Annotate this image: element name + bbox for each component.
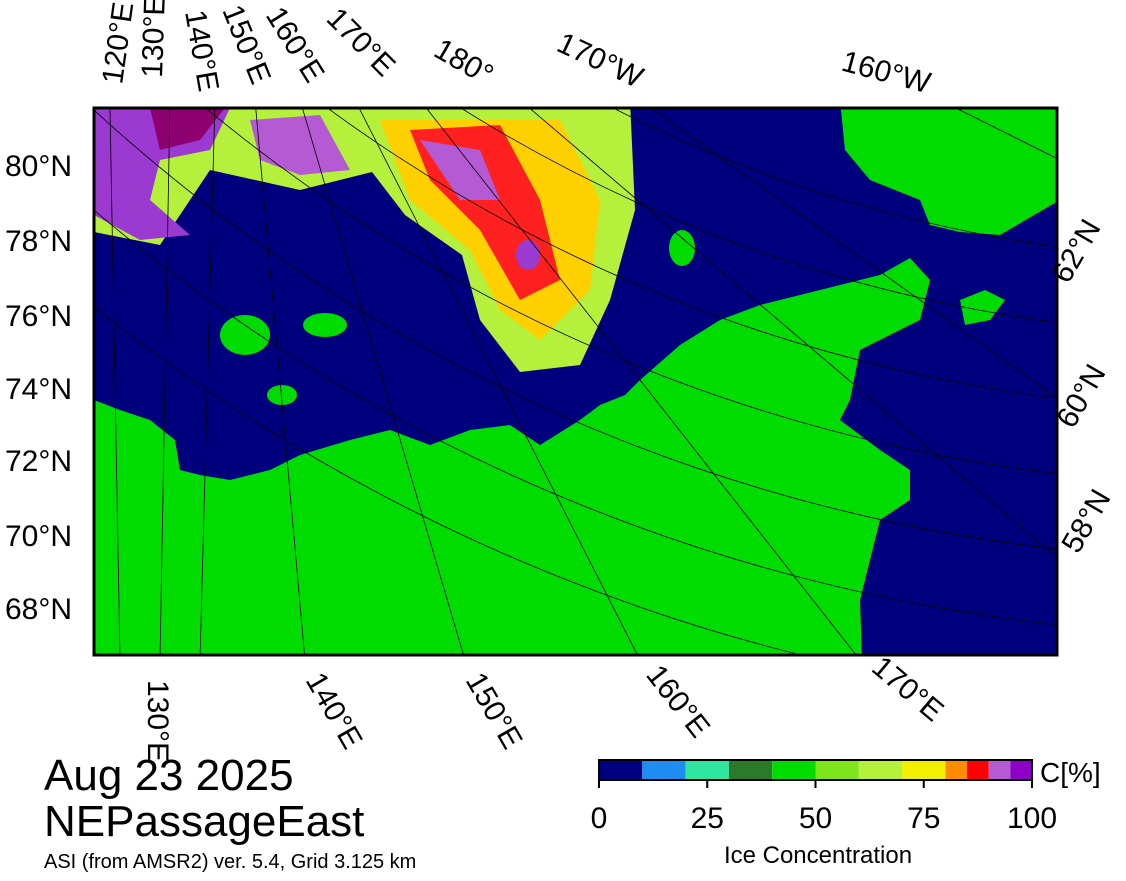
colorbar-segment <box>902 760 946 780</box>
colorbar-tick-label: 25 <box>691 802 724 835</box>
meridian <box>301 108 464 655</box>
land <box>94 258 930 655</box>
map <box>94 108 1057 655</box>
colorbar-segment <box>728 760 773 780</box>
latitude-label: 78°N <box>5 225 72 258</box>
longitude-label: 130°E <box>136 0 172 78</box>
colorbar: 0 25 50 75 100 <box>591 760 1057 835</box>
colorbar-segment <box>858 760 903 780</box>
colorbar-segment <box>599 760 643 780</box>
latitude-label: 80°N <box>5 150 72 183</box>
longitude-label: 160°W <box>838 45 934 100</box>
colorbar-tick-label: 100 <box>1007 802 1057 835</box>
meridian <box>109 108 121 655</box>
latitude-label: 76°N <box>5 300 72 333</box>
colorbar-segment <box>967 760 989 780</box>
meridian <box>199 108 216 655</box>
longitude-label: 180° <box>429 32 499 92</box>
colorbar-frame <box>598 759 1033 781</box>
colorbar-segment <box>685 760 729 780</box>
meridian <box>358 108 638 655</box>
sea-ice <box>150 108 225 150</box>
longitude-label: 160°E <box>639 659 716 744</box>
island <box>267 385 297 405</box>
graticule <box>94 108 1057 655</box>
colorbar-unit: C[%] <box>1040 757 1101 788</box>
island <box>220 315 270 355</box>
latitude-label: 70°N <box>5 520 72 553</box>
longitude-label: 120°E <box>96 0 140 86</box>
sea-ice <box>516 240 540 270</box>
colorbar-tick-label: 50 <box>799 802 832 835</box>
meridian <box>255 108 305 655</box>
meridian <box>650 108 1057 399</box>
longitude-label: 170°E <box>320 2 401 83</box>
longitude-label: 170°E <box>866 650 950 728</box>
longitude-label: 140°E <box>299 667 369 755</box>
colorbar-segment <box>815 760 859 780</box>
meridian <box>159 108 171 655</box>
colorbar-segment <box>642 760 686 780</box>
latitude-label: 60°N <box>1050 359 1112 434</box>
latitude-label: 72°N <box>5 445 72 478</box>
meridian <box>528 108 1057 558</box>
longitude-label: 140°E <box>178 7 225 94</box>
colorbar-tick-label: 0 <box>591 802 608 835</box>
map-frame <box>92 106 1059 657</box>
latitude-label: 74°N <box>5 373 72 406</box>
island <box>303 313 347 337</box>
source: ASI (from AMSR2) ver. 5.4, Grid 3.125 km <box>44 851 416 873</box>
colorbar-segment <box>945 760 968 780</box>
colorbar-segment <box>988 760 1011 780</box>
region: NEPassageEast <box>44 797 364 846</box>
colorbar-segment <box>1010 760 1032 780</box>
colorbar-tick-label: 75 <box>907 802 940 835</box>
land <box>960 290 1005 325</box>
meridian <box>955 108 1057 159</box>
longitude-label: 130°E <box>141 680 174 762</box>
date: Aug 23 2025 <box>44 751 294 800</box>
longitude-label: 170°W <box>552 26 648 94</box>
colorbar-segment <box>772 760 816 780</box>
longitude-label: 150°E <box>459 667 529 755</box>
meridian <box>425 108 857 655</box>
latitude-label: 58°N <box>1055 484 1117 559</box>
sea-ice <box>420 140 500 200</box>
latitude-label: 68°N <box>5 593 72 626</box>
land <box>840 108 1057 235</box>
colorbar-title: Ice Concentration <box>724 842 912 869</box>
island <box>669 230 695 266</box>
sea-ice <box>250 115 350 175</box>
